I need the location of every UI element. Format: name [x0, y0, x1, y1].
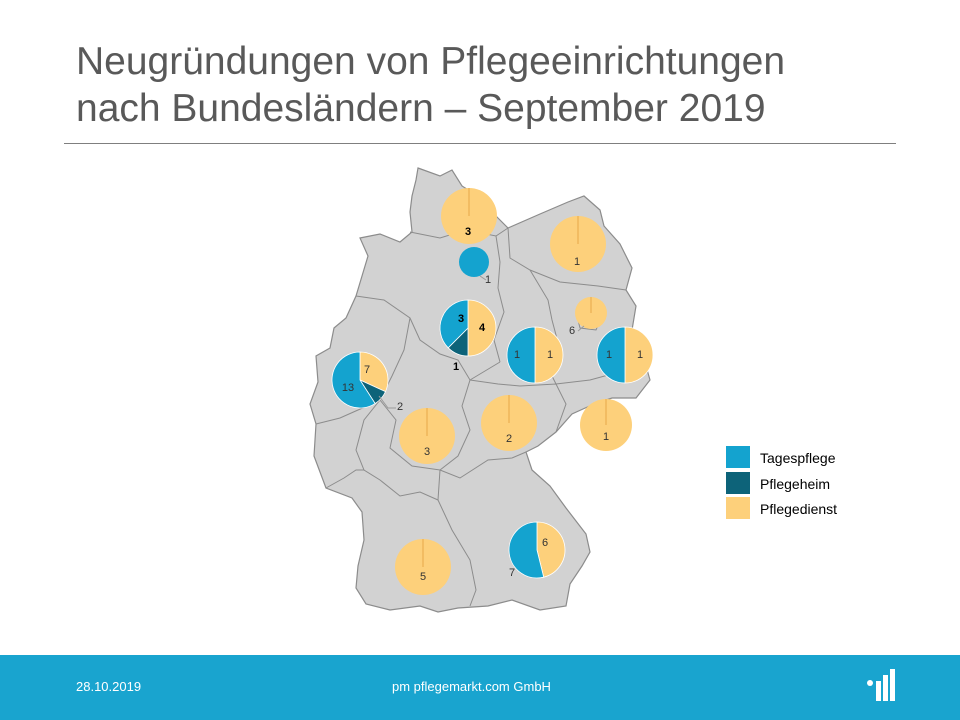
pie-data-label: 7	[364, 364, 370, 376]
pie-data-label: 1	[574, 256, 580, 268]
pie-slice-tagespflege	[596, 326, 626, 384]
pie-leader-line	[577, 325, 585, 332]
pie-data-label: 2	[506, 433, 512, 445]
pie-data-label: 4	[479, 322, 486, 334]
pie-data-label: 1	[547, 349, 553, 361]
pie-chart: 1	[580, 399, 632, 451]
germany-outline	[309, 167, 651, 613]
legend-label-pflegeheim: Pflegeheim	[760, 475, 831, 492]
pie-chart: 3 1 4	[439, 299, 497, 373]
pie-data-label: 6	[569, 325, 575, 337]
pie-slice-tagespflege	[439, 299, 469, 349]
border-th	[469, 379, 567, 433]
pie-data-label: 13	[342, 382, 354, 394]
border-saarland	[325, 469, 364, 489]
border-mv	[507, 227, 627, 291]
border-rp-bw	[355, 399, 439, 501]
pie-leader-line	[378, 395, 396, 409]
pflegemarkt-logo-icon	[867, 669, 895, 701]
pie-chart: 1	[550, 216, 606, 272]
pie-data-label: 5	[420, 571, 426, 583]
page-title: Neugründungen von Pflegeeinrichtungen na…	[76, 38, 916, 132]
footer-bar: 28.10.2019 pm pflegemarkt.com GmbH	[0, 655, 960, 720]
pie-slice-tagespflege	[508, 521, 545, 579]
border-ni-nrw	[355, 295, 501, 381]
pie-data-label: 6	[542, 537, 548, 549]
pie-chart: 3	[441, 188, 497, 244]
border-ni-st	[493, 235, 505, 363]
pie-data-label: 1	[453, 361, 459, 373]
pie-data-label: 3	[465, 226, 471, 238]
footer-date: 28.10.2019	[76, 679, 142, 694]
title-divider	[64, 143, 896, 144]
pie-data-label: 3	[424, 446, 430, 458]
pie-slice-pflegedienst	[624, 326, 654, 384]
pie-chart: 6	[569, 297, 607, 337]
pie-data-label: 1	[485, 274, 491, 286]
pie-data-label: 1	[606, 349, 612, 361]
pie-slice-pflegedienst	[534, 326, 564, 384]
legend-swatch-tagespflege	[726, 446, 750, 468]
pie-chart: 76	[508, 521, 566, 579]
title-line-1: Neugründungen von Pflegeeinrichtungen	[76, 40, 786, 83]
pie-data-label: 3	[458, 313, 464, 325]
pie-data-label: 1	[603, 431, 609, 443]
pie-slice-pflegedienst	[467, 299, 497, 357]
pie-chart: 1	[459, 247, 491, 286]
border-he	[379, 317, 471, 471]
legend-swatch-pflegeheim	[726, 471, 750, 494]
pie-slice-pflegedienst	[359, 351, 389, 393]
pie-data-label: 1	[514, 349, 520, 361]
footer-company: pm pflegemarkt.com GmbH	[392, 679, 551, 694]
border-bw-by	[437, 469, 477, 607]
legend-swatch-pflegedienst	[726, 497, 750, 519]
border-by-north	[439, 451, 527, 479]
pie-chart: 13 2 7	[331, 351, 403, 413]
pie-data-label: 1	[637, 349, 643, 361]
pie-slice-tagespflege	[459, 247, 489, 277]
legend-label-pflegedienst: Pflegedienst	[760, 501, 838, 517]
pie-data-label: 2	[397, 401, 403, 413]
title-line-2: nach Bundesländern – September 2019	[76, 87, 766, 130]
pie-chart: 5	[395, 539, 451, 595]
pie-slice-tagespflege	[506, 326, 536, 384]
pie-data-label: 7	[509, 567, 515, 579]
pie-chart: 3	[399, 408, 455, 464]
pie-chart: 2	[481, 395, 537, 451]
pie-slice-pflegedienst	[536, 521, 566, 578]
pie-leader-line	[479, 275, 487, 281]
pie-slice-tagespflege	[331, 351, 376, 409]
legend-label-tagespflege: Tagespflege	[760, 450, 836, 466]
